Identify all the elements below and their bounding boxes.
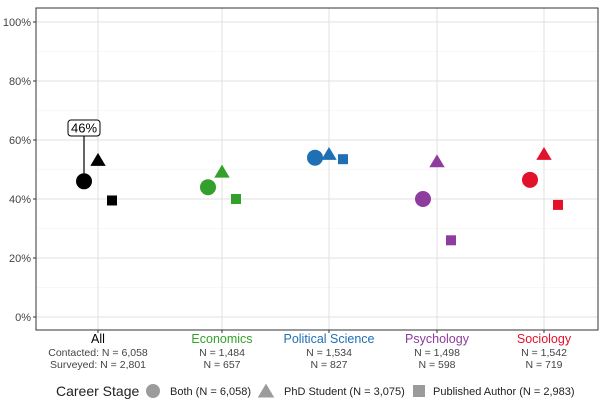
point-square: [107, 195, 117, 206]
x-category-sublabel: N = 1,484: [199, 347, 245, 359]
plot-border: [35, 7, 599, 331]
point-circle: [200, 179, 216, 196]
y-tick-label: 40%: [9, 194, 31, 206]
x-category-sublabel: N = 827: [310, 359, 347, 371]
legend-title: Career Stage: [56, 383, 139, 399]
x-category-label: Economics: [191, 332, 252, 346]
y-tick-label: 20%: [9, 253, 31, 265]
grid: [35, 7, 599, 331]
x-category-label: All: [91, 332, 105, 346]
y-tick-label: 60%: [9, 135, 31, 147]
point-circle: [76, 173, 92, 190]
point-circle: [307, 149, 323, 166]
point-triangle: [536, 146, 552, 160]
data-points: [76, 146, 563, 246]
x-category-sublabel: N = 598: [418, 359, 455, 371]
plot-panel: [36, 8, 598, 330]
x-category-sublabel: N = 657: [203, 359, 240, 371]
annotation: 46%: [67, 119, 101, 174]
annotation-label: 46%: [71, 121, 97, 136]
x-category-sublabel: N = 1,542: [521, 347, 567, 359]
y-tick-label: 0%: [15, 312, 31, 324]
y-tick-label: 80%: [9, 76, 31, 88]
point-circle: [415, 191, 431, 207]
x-category-label: Psychology: [405, 332, 470, 346]
point-square: [338, 154, 348, 165]
x-category-sublabel: N = 719: [525, 359, 562, 371]
x-category-sublabel: N = 1,498: [414, 347, 460, 359]
y-tick-label: 100%: [3, 17, 31, 29]
point-triangle: [321, 146, 337, 160]
legend-symbol-square: [413, 385, 425, 397]
point-square: [446, 235, 456, 246]
legend-label: Both (N = 6,058): [170, 386, 251, 398]
point-triangle: [90, 152, 106, 166]
x-category-label: Sociology: [517, 332, 572, 346]
x-category-sublabel: Surveyed: N = 2,801: [50, 359, 146, 371]
point-triangle: [214, 164, 230, 178]
x-category-sublabel: N = 1,534: [306, 347, 352, 359]
legend-symbol-triangle: [257, 383, 275, 398]
point-square: [231, 194, 241, 204]
legend-label: PhD Student (N = 3,075): [284, 386, 405, 398]
legend-label: Published Author (N = 2,983): [433, 386, 575, 398]
annotation-box: [67, 119, 101, 137]
legend-symbol-circle: [146, 384, 160, 398]
point-circle: [522, 171, 538, 188]
x-category-label: Political Science: [283, 332, 374, 346]
y-axis: 0% 20% 40% 60% 80% 100%: [3, 17, 36, 324]
legend: Career Stage Both (N = 6,058) PhD Student …: [56, 383, 575, 399]
x-category-sublabel: Contacted: N = 6,058: [48, 347, 148, 359]
point-square: [553, 199, 563, 210]
point-triangle: [429, 154, 445, 168]
